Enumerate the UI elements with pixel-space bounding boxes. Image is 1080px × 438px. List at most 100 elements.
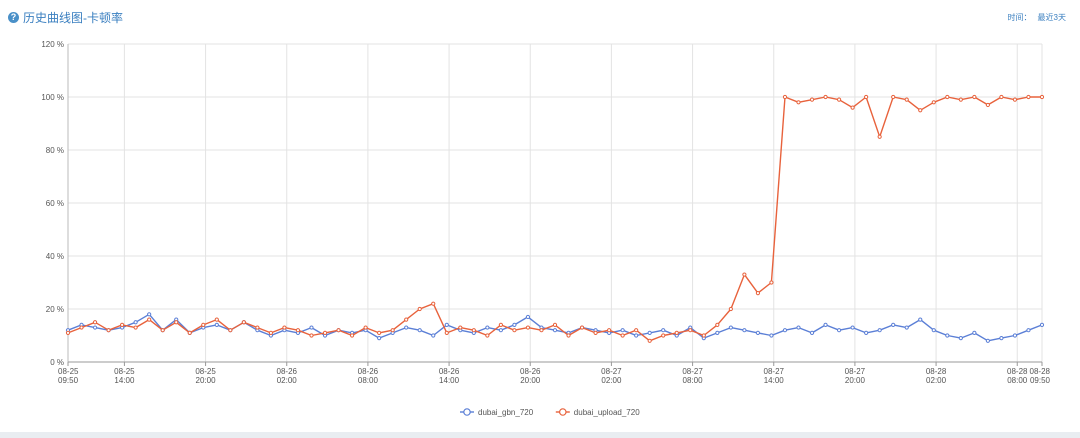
data-point — [945, 333, 950, 338]
x-tick-label-time: 02:00 — [601, 376, 622, 385]
legend-label: dubai_gbn_720 — [478, 408, 534, 417]
data-point — [525, 325, 531, 330]
y-tick-label: 60 % — [46, 199, 64, 208]
data-point — [444, 330, 449, 335]
data-point — [147, 317, 152, 322]
data-point — [444, 322, 449, 327]
x-tick-label-date: 08-26 — [277, 367, 298, 376]
data-point — [809, 330, 815, 335]
data-point — [593, 330, 598, 335]
data-point — [607, 328, 612, 333]
legend-swatch-marker — [463, 408, 471, 416]
data-point — [295, 328, 301, 333]
data-point — [228, 328, 233, 333]
data-point — [268, 330, 274, 335]
data-point — [431, 333, 436, 338]
data-point — [728, 306, 733, 312]
data-point — [985, 102, 990, 108]
data-point — [958, 97, 963, 102]
y-tick-label: 80 % — [46, 146, 64, 155]
data-point — [390, 328, 395, 333]
data-point — [404, 325, 409, 330]
data-point — [769, 280, 774, 285]
data-point — [904, 325, 909, 330]
x-tick-label-time: 14:00 — [114, 376, 135, 385]
data-point — [891, 322, 896, 327]
data-point — [539, 328, 544, 333]
data-point — [471, 328, 476, 333]
data-point — [322, 330, 328, 335]
x-tick-label-date: 08-26 — [520, 367, 541, 376]
data-point — [728, 325, 733, 330]
data-point — [850, 325, 855, 330]
x-tick-label-date: 08-28 — [1007, 367, 1028, 376]
x-tick-label-time: 14:00 — [764, 376, 785, 385]
data-point — [147, 312, 152, 317]
data-point — [431, 301, 436, 306]
data-point — [931, 100, 936, 105]
data-point — [1012, 333, 1018, 338]
data-point — [377, 336, 382, 341]
data-point — [133, 320, 138, 325]
data-point — [187, 330, 192, 335]
data-point — [92, 320, 98, 325]
data-point — [769, 333, 774, 338]
data-point — [417, 306, 422, 312]
time-range-filter[interactable]: 时间： 最近3天 — [1008, 12, 1066, 23]
data-point — [809, 97, 815, 102]
data-point — [620, 328, 625, 333]
page-title: 历史曲线图-卡顿率 — [23, 11, 123, 25]
data-point — [931, 328, 936, 333]
data-point — [133, 325, 138, 330]
data-point — [377, 330, 382, 335]
data-point — [92, 325, 98, 330]
data-point — [647, 330, 652, 335]
x-tick-label-time: 09:50 — [1030, 376, 1051, 385]
data-point — [525, 314, 531, 320]
x-tick-label-date: 08-28 — [1030, 367, 1051, 376]
data-point — [877, 328, 882, 333]
data-point — [958, 336, 963, 341]
data-point — [160, 328, 165, 333]
data-point — [1026, 94, 1031, 100]
data-point — [755, 291, 761, 296]
data-point — [309, 333, 314, 338]
time-range-value[interactable]: 最近3天 — [1037, 13, 1066, 22]
data-point — [282, 325, 287, 330]
data-point — [241, 320, 246, 325]
data-point — [796, 100, 801, 105]
data-point — [796, 325, 801, 330]
x-tick-label-time: 02:00 — [277, 376, 298, 385]
series-line — [67, 96, 1042, 342]
data-point — [918, 108, 923, 113]
data-point — [661, 328, 666, 333]
data-point — [836, 97, 842, 102]
data-point — [552, 328, 558, 333]
data-point — [214, 317, 219, 322]
data-point — [918, 317, 923, 322]
time-range-label: 时间： — [1007, 13, 1032, 22]
data-point — [566, 333, 571, 338]
y-tick-label: 120 % — [41, 40, 64, 49]
data-point — [715, 330, 720, 335]
legend-swatch-marker — [558, 408, 567, 416]
data-point — [1012, 97, 1018, 102]
y-tick-label: 40 % — [46, 252, 64, 261]
data-point — [201, 322, 206, 327]
data-point — [999, 336, 1004, 341]
x-tick-label-time: 08:00 — [358, 376, 379, 385]
x-tick-label-date: 08-28 — [926, 367, 947, 376]
data-point — [214, 322, 219, 327]
data-point — [985, 338, 990, 343]
series-dubai_upload_720 — [65, 94, 1045, 343]
x-tick-label-time: 14:00 — [439, 376, 460, 385]
data-point — [634, 328, 639, 333]
data-point — [485, 333, 490, 338]
x-tick-label-date: 08-26 — [439, 367, 460, 376]
data-point — [336, 328, 341, 333]
data-point — [850, 105, 855, 110]
data-point — [972, 330, 977, 335]
data-point — [945, 94, 950, 100]
data-point — [1039, 322, 1045, 327]
question-circle-icon[interactable]: ? — [8, 12, 19, 23]
